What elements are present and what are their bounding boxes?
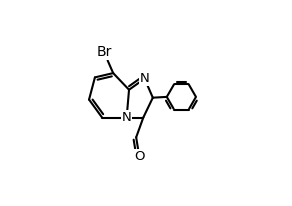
Text: O: O	[134, 150, 145, 163]
Text: N: N	[122, 111, 131, 124]
Text: N: N	[140, 72, 150, 85]
Text: Br: Br	[97, 45, 112, 59]
